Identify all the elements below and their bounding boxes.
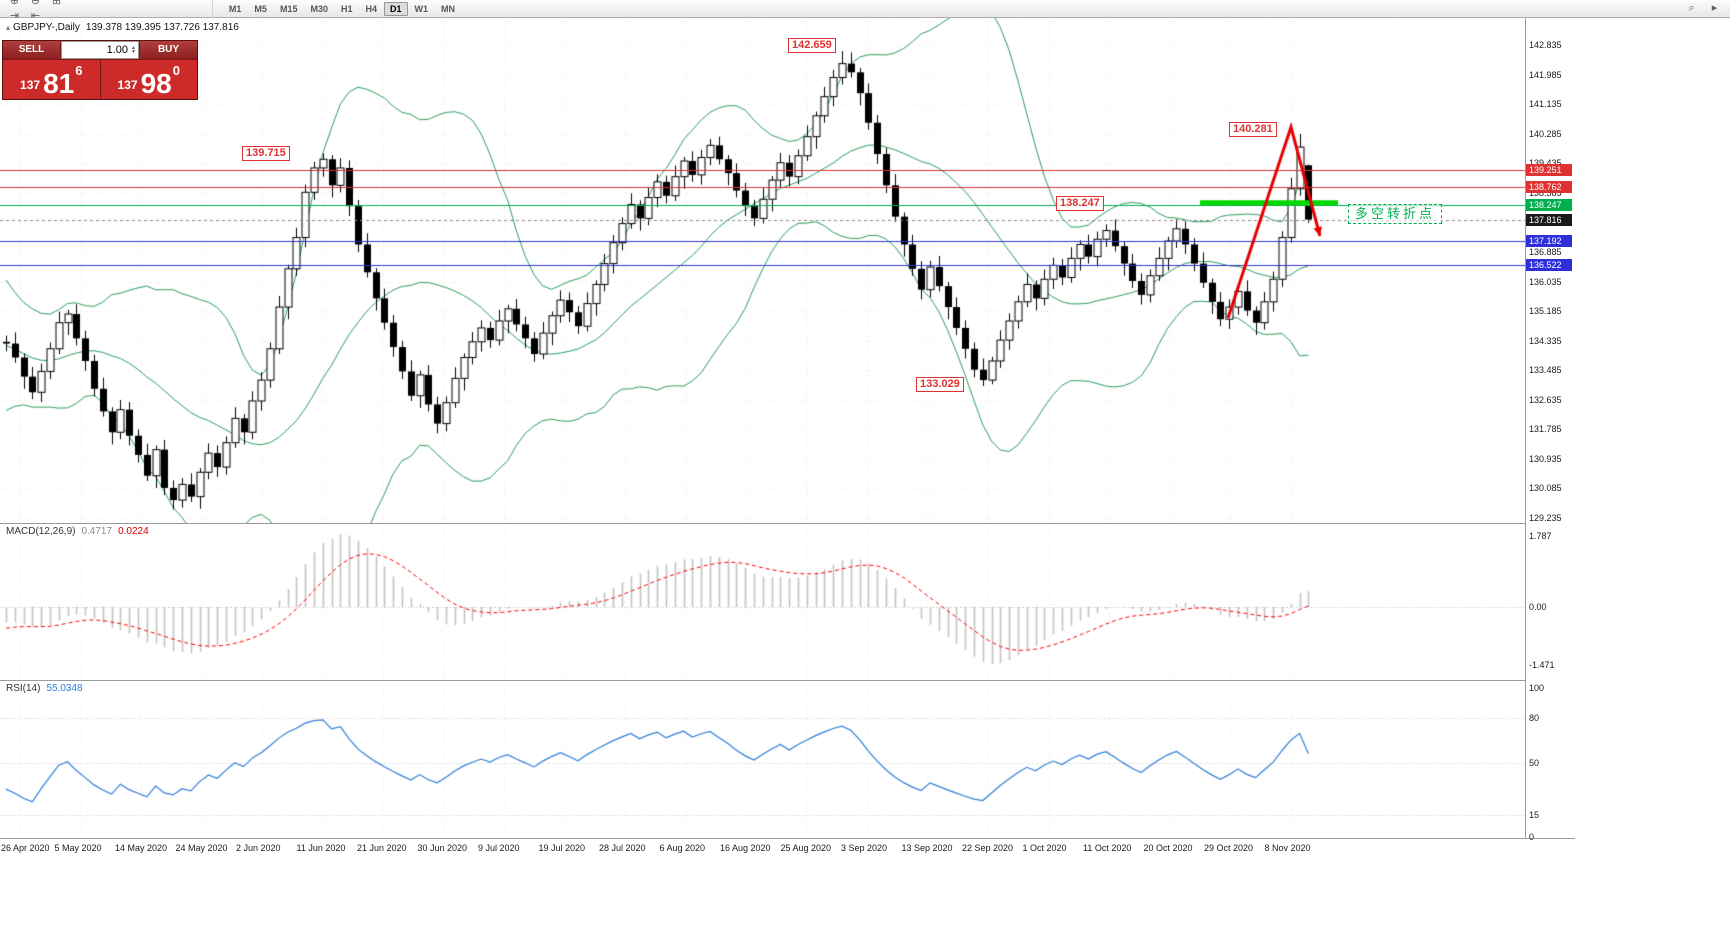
date-axis-label: 2 Jun 2020 [236,843,281,853]
rsi-indicator-label: RSI(14) 55.0348 [6,683,83,694]
scroll-right-icon[interactable]: ▸ [1711,2,1718,14]
tile-windows-button[interactable]: ⊞ [47,0,66,9]
zoom-out-button[interactable]: ⊖ [26,0,45,9]
tile-windows-icon: ⊞ [51,0,62,7]
macd-main-value: 0.4717 [81,526,113,537]
auto-scroll-icon: ⇥ [9,9,20,22]
sell-price-button[interactable]: 137 81 6 [3,60,100,99]
zoom-in-icon: ⊕ [9,0,20,7]
macd-signal-value: 0.0224 [118,526,149,537]
main-toolbar: ▦▾+新订单▤▥◈▣◳▶自动交易≡▮∿⊕⊖⊞⇥⇤ƒ+◷▨↖⌖│─╱∥≣AT↗ M… [0,0,1730,69]
date-axis-label: 8 Nov 2020 [1264,843,1311,853]
date-axis-label: 20 Oct 2020 [1143,843,1193,853]
toolbar-group: ⇥ ⇤ [2,8,213,24]
buy-price-big: 98 [140,68,172,100]
macd-title: MACD(12,26,9) [6,526,76,537]
macd-indicator-label: MACD(12,26,9) 0.4717 0.0224 [6,526,149,537]
toolbar-group: ⊕ ⊖ ⊞ [2,0,213,9]
chart-shift-button[interactable]: ⇤ [26,9,45,24]
date-axis-label: 24 May 2020 [175,843,228,853]
volume-value[interactable]: 1.00 [106,44,129,56]
volume-up-icon[interactable]: ▲ [131,45,136,51]
date-axis-label: 21 Jun 2020 [357,843,407,853]
timeframe-m5-button[interactable]: M5 [254,3,267,14]
timeframe-w1-button[interactable]: W1 [414,3,429,14]
chart-shift-icon: ⇤ [30,9,41,22]
date-axis-label: 22 Sep 2020 [962,843,1014,853]
time-scale[interactable]: 26 Apr 2020 5 May 2020 14 May 2020 24 May 2… [0,838,1575,859]
auto-scroll-button[interactable]: ⇥ [5,9,24,24]
symbol-period-label: GBPJPY-,Daily [13,22,80,33]
chart-window[interactable]: 26 Apr 2020 5 May 2020 14 May 2020 24 May 2… [0,18,1575,859]
sell-price-pip: 6 [75,63,83,78]
date-axis-label: 28 Jul 2020 [599,843,646,853]
macd-pane-canvas[interactable] [0,523,1525,680]
rsi-value: 55.0348 [46,683,83,694]
rsi-pane-separator[interactable] [0,680,1575,681]
date-axis-label: 25 Aug 2020 [780,843,832,853]
timeframe-m15-button[interactable]: M15 [279,3,298,14]
macd-pane-separator[interactable] [0,523,1575,524]
sell-button[interactable]: SELL [3,41,60,59]
date-axis-label: 29 Oct 2020 [1204,843,1254,853]
date-axis-label: 11 Jun 2020 [296,843,346,853]
sell-price-prefix: 137 [20,78,41,92]
volume-down-icon[interactable]: ▼ [131,49,136,55]
timeframe-m30-button[interactable]: M30 [310,3,328,14]
date-axis-label: 26 Apr 2020 [1,843,50,853]
timeframe-mn-button[interactable]: MN [441,3,456,14]
buy-price-prefix: 137 [117,78,138,92]
buy-price-button[interactable]: 137 98 0 [100,60,197,100]
volume-input[interactable]: 1.00 ▲ ▼ [61,41,139,59]
buy-button[interactable]: BUY [140,41,197,59]
date-axis-label: 14 May 2020 [115,843,168,853]
rsi-title: RSI(14) [6,683,41,694]
date-axis-label: 9 Jul 2020 [478,843,520,853]
timeframe-d1-button[interactable]: D1 [384,1,408,16]
date-axis-label: 5 May 2020 [54,843,102,853]
zoom-in-button[interactable]: ⊕ [5,0,24,9]
buy-price-pip: 0 [172,63,180,78]
volume-stepper[interactable]: ▲ ▼ [131,45,136,55]
quick-search-icon[interactable]: ⌕ [1688,2,1695,14]
rsi-pane-canvas[interactable] [0,680,1525,838]
ohlc-values: 139.378 139.395 137.726 137.816 [85,22,239,33]
timeframe-m1-button[interactable]: M1 [228,3,242,14]
toolbar-right-buttons: ⌕ ▸ [1682,1,1728,16]
date-axis-label: 19 Jul 2020 [538,843,586,853]
zoom-out-icon: ⊖ [30,0,41,7]
sell-price-big: 81 [43,68,75,100]
date-axis-label: 6 Aug 2020 [659,843,706,853]
collapse-panel-icon[interactable]: ▴ [6,23,11,32]
date-axis-label: 1 Oct 2020 [1022,843,1067,853]
one-click-trading-panel: SELL 1.00 ▲ ▼ BUY 137 81 6 137 98 0 [2,40,198,100]
timeframe-h1-button[interactable]: H1 [340,3,353,14]
main-chart-canvas[interactable] [0,18,1525,523]
date-axis-label: 30 Jun 2020 [417,843,468,853]
timeframe-h4-button[interactable]: H4 [365,3,377,14]
symbol-info-line: ▴ GBPJPY-,Daily 139.378 139.395 137.726 13… [6,22,239,33]
date-axis-label: 16 Aug 2020 [720,843,771,853]
date-axis-label: 13 Sep 2020 [901,843,953,853]
date-axis-label: 3 Sep 2020 [841,843,888,853]
timeframe-toolbar: M1 M5 M15 M30 H1 H4 D1 W1 MN [223,1,461,16]
price-scale[interactable] [1525,18,1575,838]
date-axis-label: 11 Oct 2020 [1083,843,1132,853]
